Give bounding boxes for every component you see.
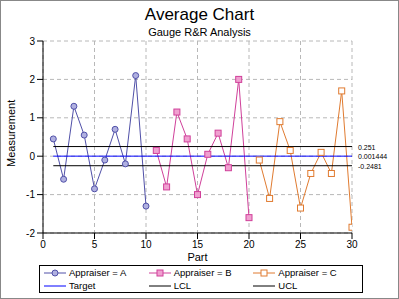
svg-text:3: 3 — [29, 36, 35, 47]
html-text:UCL: UCL — [278, 280, 298, 291]
svg-text:-1: -1 — [26, 189, 35, 200]
svg-text:-0.2481: -0.2481 — [358, 163, 382, 170]
html-text:Appraiser = C: Appraiser = C — [278, 267, 337, 278]
svg-text:2: 2 — [29, 74, 35, 85]
svg-text:0.251: 0.251 — [358, 144, 376, 151]
svg-text:0: 0 — [29, 151, 35, 162]
html-text:Average Chart: Average Chart — [144, 5, 255, 24]
svg-text:0: 0 — [40, 239, 46, 250]
html-text:Target: Target — [69, 280, 96, 291]
svg-text:25: 25 — [295, 239, 307, 250]
svg-text:20: 20 — [243, 239, 255, 250]
html-text:Appraiser = A: Appraiser = A — [69, 267, 127, 278]
html-text:LCL: LCL — [173, 280, 192, 291]
svg-text:1: 1 — [29, 112, 35, 123]
svg-text:Part: Part — [187, 251, 207, 263]
html-text:Gauge R&R Analysis: Gauge R&R Analysis — [148, 26, 251, 38]
svg-text:10: 10 — [140, 239, 152, 250]
svg-text:-2: -2 — [26, 228, 35, 239]
svg-text:0.001444: 0.001444 — [358, 153, 387, 160]
svg-text:Measurement: Measurement — [8, 100, 17, 167]
svg-text:5: 5 — [92, 239, 98, 250]
svg-text:15: 15 — [192, 239, 204, 250]
html-text:Appraiser = B: Appraiser = B — [173, 267, 232, 278]
svg-text:30: 30 — [346, 239, 358, 250]
